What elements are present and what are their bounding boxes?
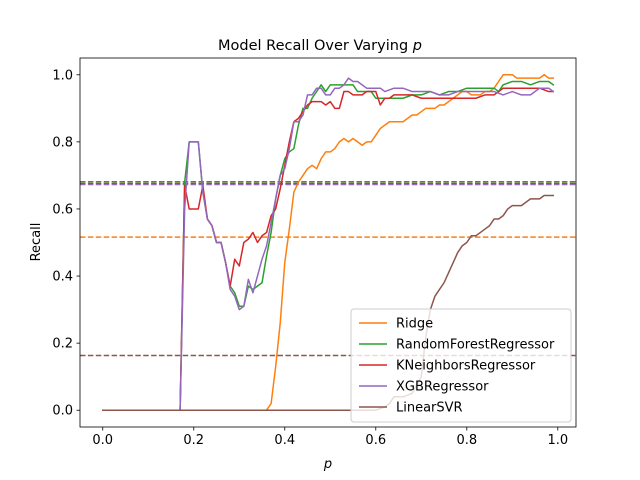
chart-title-text: Model Recall Over Varying (218, 38, 408, 54)
legend-label-xgbregressor: XGBRegressor (396, 380, 489, 395)
x-tick-label: 0.6 (365, 433, 386, 448)
legend-label-ridge: Ridge (396, 317, 433, 332)
y-tick-label: 0.0 (52, 404, 73, 419)
plot-clipped-group (80, 74, 576, 411)
y-tick-label: 1.0 (52, 68, 73, 83)
x-tick-label: 0.8 (456, 433, 477, 448)
y-axis-label: Recall (29, 223, 44, 262)
x-tick-label: 0.4 (274, 433, 295, 448)
series-line-xgbregressor (102, 77, 555, 411)
x-tick-label: 1.0 (547, 433, 568, 448)
x-tick-label: 0.2 (183, 433, 204, 448)
plot-area: 0.0 0.2 0.4 0.6 0.8 1.0 0.0 0.2 0.4 0.6 0.8 1.0 Ridg… (52, 57, 577, 448)
y-tick-label: 0.8 (52, 135, 73, 150)
y-tick-label: 0.6 (52, 202, 73, 217)
y-tick-label: 0.2 (52, 337, 73, 352)
x-axis-label: p (323, 457, 332, 472)
series-line-ridge (102, 74, 554, 411)
axes-frame (79, 57, 577, 428)
chart-title: Model Recall Over Varying p (218, 38, 422, 54)
legend-label-kneighborsregressor: KNeighborsRegressor (396, 359, 536, 374)
legend-label-linearsvr: LinearSVR (396, 401, 463, 416)
y-tick-label: 0.4 (52, 270, 73, 285)
chart-title-variable: p (412, 38, 422, 54)
legend: Ridge RandomForestRegressor KNeighborsRegr… (350, 308, 572, 423)
legend-label-randomforestregressor: RandomForestRegressor (396, 338, 555, 353)
x-tick-label: 0.0 (92, 433, 113, 448)
legend-box (350, 308, 572, 423)
